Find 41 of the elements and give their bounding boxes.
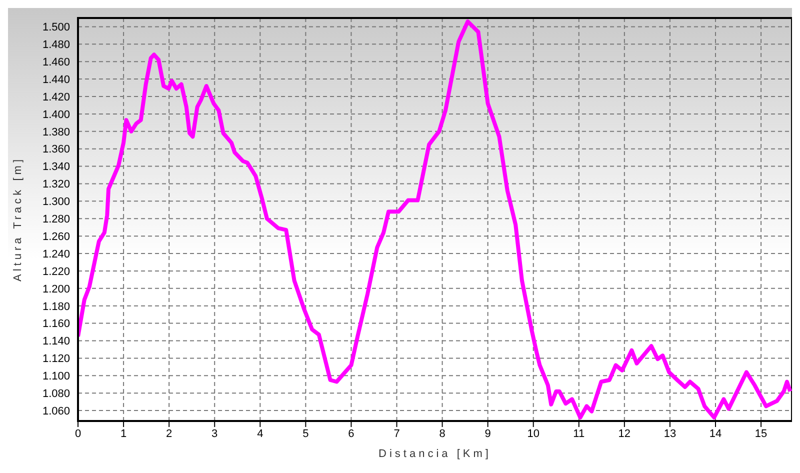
y-tick-label: 1.420: [42, 91, 70, 104]
y-tick-label: 1.240: [42, 248, 70, 260]
x-tick-label: 9: [484, 428, 491, 440]
y-tick-label: 1.380: [42, 126, 70, 138]
x-tick-label: 10: [527, 428, 540, 440]
y-tick-label: 1.060: [42, 405, 70, 418]
y-tick-label: 1.160: [42, 318, 70, 330]
y-tick-label: 1.300: [42, 196, 70, 208]
y-tick-label: 1.460: [42, 56, 70, 69]
y-tick-label: 1.280: [42, 214, 70, 226]
y-tick-label: 1.340: [42, 161, 70, 174]
x-tick-label: 5: [302, 428, 309, 440]
x-tick-label: 11: [573, 428, 585, 440]
y-tick-label: 1.480: [42, 39, 70, 52]
y-tick-label: 1.180: [42, 300, 70, 313]
x-tick-label: 3: [212, 428, 218, 440]
y-tick-label: 1.360: [42, 144, 70, 156]
x-tick-label: 12: [618, 428, 631, 440]
y-tick-label: 1.200: [42, 283, 70, 296]
x-tick-label: 14: [709, 428, 722, 440]
x-tick-label: 2: [166, 428, 172, 440]
y-tick-label: 1.080: [42, 388, 70, 400]
y-tick-label: 1.100: [42, 370, 70, 383]
x-tick-label: 6: [348, 428, 354, 440]
y-tick-label: 1.140: [42, 336, 70, 348]
x-tick-label: 0: [74, 428, 82, 440]
x-axis-title: Distancia [Km]: [378, 448, 492, 460]
y-axis-title: Altura Track [m]: [12, 156, 24, 282]
x-tick-label: 13: [664, 428, 676, 440]
y-tick-label: 1.260: [42, 230, 70, 243]
x-tick-label: 15: [754, 428, 768, 440]
x-tick-label: 4: [257, 428, 264, 440]
x-tick-label: 1: [120, 428, 127, 440]
y-tick-label: 1.400: [42, 108, 70, 121]
y-tick-label: 1.500: [42, 22, 70, 34]
y-tick-label: 1.320: [42, 178, 70, 191]
y-tick-label: 1.440: [42, 74, 70, 86]
x-tick-label: 7: [394, 428, 400, 440]
y-tick-label: 1.120: [42, 353, 70, 366]
y-tick-label: 1.220: [42, 266, 70, 278]
x-tick-label: 8: [439, 428, 446, 440]
